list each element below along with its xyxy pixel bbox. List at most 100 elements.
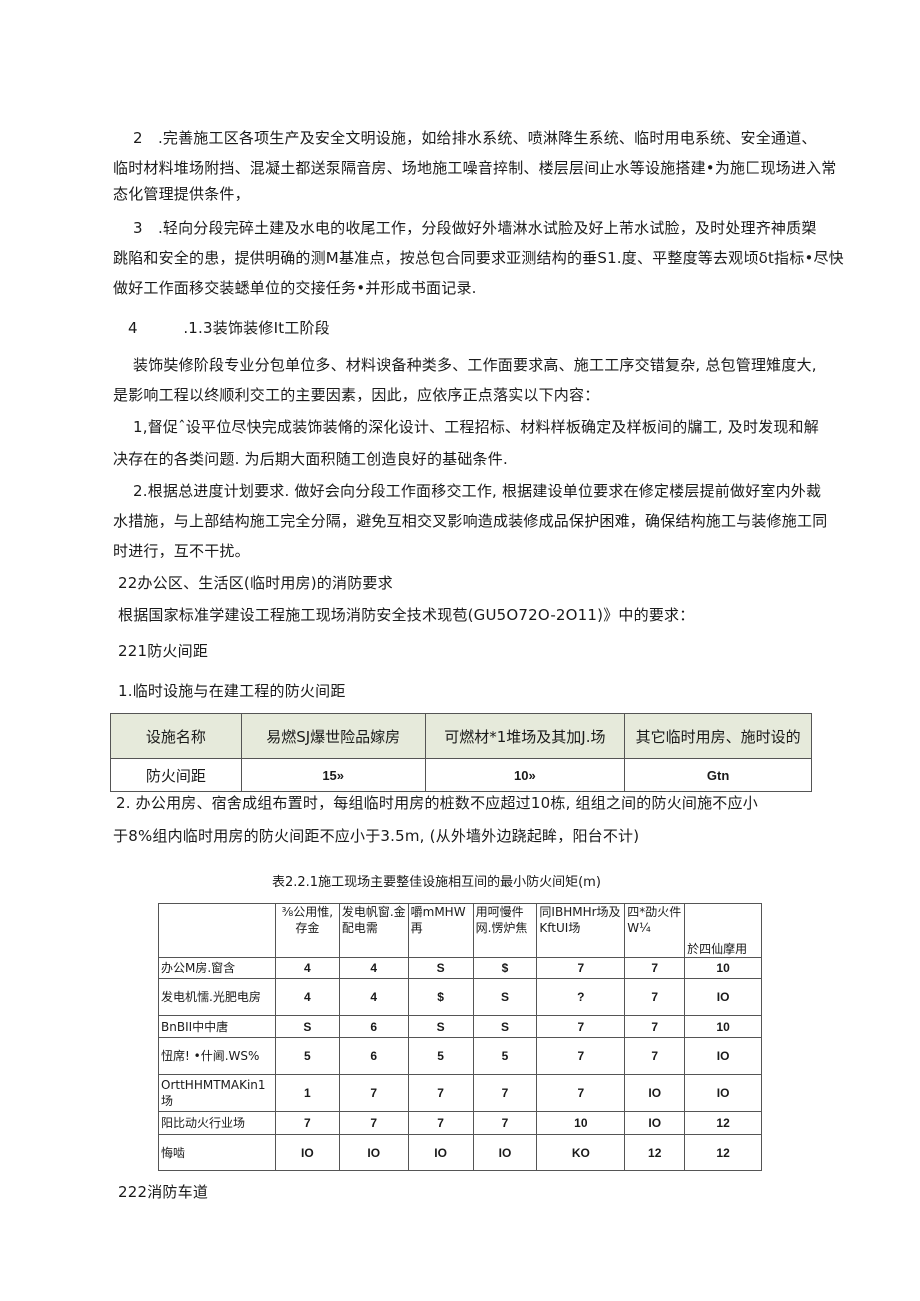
table-cell: 4 xyxy=(338,957,409,979)
header-cell: 嚼mMHW再 xyxy=(407,903,474,958)
table-row: OrttHHMTMAKin1场 1 7 7 7 7 IO IO xyxy=(158,1074,762,1112)
table-cell: IO xyxy=(624,1111,686,1135)
header-cell: 发电帆窗.金配电需 xyxy=(338,903,409,958)
paragraph-line: 2. 办公用房、宿舍成组布置时，每组临时用房的桩数不应超过10栋, 组组之间的防… xyxy=(116,794,758,812)
paragraph-line: 决存在的各类问题. 为后期大面积随工创造良好的基础条件. xyxy=(113,450,508,468)
header-cell: 四*劭火件W¼ xyxy=(624,903,686,958)
table-cell: $ xyxy=(407,978,474,1016)
table-cell: 10 xyxy=(684,957,762,979)
header-cell: 其它临时用房、施时设的 xyxy=(624,713,812,759)
paragraph-line: 装饰奘修阶段专业分包单位多、材料谀备种类多、工作面要求高、施工工序交错复杂, 总… xyxy=(133,356,817,374)
header-cell: 设施名称 xyxy=(110,713,242,759)
paragraph-line: 临时材料堆场附挡、混凝土都送泵隔音房、场地施工噪音捽制、楼层层间止水等设施搭建•… xyxy=(113,159,837,177)
table-cell: 7 xyxy=(472,1111,538,1135)
row-label: 发电机懦.光肥电房 xyxy=(158,978,276,1016)
table-cell: S xyxy=(472,1015,538,1038)
row-label: OrttHHMTMAKin1场 xyxy=(158,1074,276,1112)
table-cell: 5 xyxy=(407,1037,474,1075)
table-cell: IO xyxy=(684,978,762,1016)
header-cell: 易燃SJ爆世险品嫁房 xyxy=(240,713,426,759)
table-cell: 7 xyxy=(407,1074,474,1112)
paragraph-line: 态化管理提供条件， xyxy=(113,185,250,203)
paragraph-line: 22办公区、生活区(临时用房)的消防要求 xyxy=(118,574,393,592)
row-label: 防火间距 xyxy=(110,758,242,792)
paragraph-line: 4 .1.3装饰装修It工阶段 xyxy=(128,319,330,337)
table-cell: S xyxy=(407,1015,474,1038)
table-cell: IO xyxy=(684,1037,762,1075)
table-row: 阳比动火行业场 7 7 7 7 10 IO 12 xyxy=(158,1111,762,1135)
table-cell: 4 xyxy=(338,978,409,1016)
table-cell: 1 xyxy=(274,1074,340,1112)
header-cell: ⅜公用惟,存金 xyxy=(274,903,340,958)
paragraph-line: 是影响工程以终顺利交工的主要因素，因此，应依序正点落实以下内容： xyxy=(113,386,600,404)
table-cell: IO xyxy=(338,1134,409,1171)
header-cell xyxy=(158,903,276,958)
header-cell: 用呵慢件网.愣炉焦 xyxy=(472,903,538,958)
paragraph-line: 时进行，互不干扰。 xyxy=(113,542,250,560)
table-cell: 7 xyxy=(536,1015,626,1038)
table-cell: 7 xyxy=(338,1111,409,1135)
table-cell: Gtn xyxy=(624,758,812,792)
table-cell: IO xyxy=(472,1134,538,1171)
paragraph-line: 222消防车道 xyxy=(118,1183,209,1201)
header-cell: 同IBHMHr场及KftUI场 xyxy=(536,903,626,958)
paragraph-line: 1,督促ˆ设平位尽快完成装饰装脩的深化设计、工程招标、材料样板确定及样板间的牖工… xyxy=(133,418,819,436)
table-cell: S xyxy=(407,957,474,979)
paragraph-line: 2.根据总进度计划要求. 做好会向分段工作面移交工作, 根据建设单位要求在修定楼… xyxy=(133,482,822,500)
paragraph-line: 1.临时设施与在建工程的防火间距 xyxy=(118,682,346,700)
table-cell: IO xyxy=(684,1074,762,1112)
table-cell: 7 xyxy=(624,1037,686,1075)
table-row: 办公M房.窗含 4 4 S $7 7 10 xyxy=(158,957,762,979)
min-fire-distance-table: ⅜公用惟,存金 发电帆窗.金配电需 嚼mMHW再 用呵慢件网.愣炉焦 同IBHMHr场及… xyxy=(158,903,762,1171)
paragraph-line: 2 .完善施工区各项生产及安全文明设施，如给排水系统、喷淋降生系统、临时用电系统… xyxy=(133,129,817,147)
paragraph-line: 3 .轻向分段完碎土建及水电的收尾工作，分段做好外墙淋水试脸及好上芾水试脸，及时… xyxy=(133,219,817,237)
table-cell: IO xyxy=(407,1134,474,1171)
table-cell: 10» xyxy=(424,758,626,792)
table-cell: 10 xyxy=(684,1015,762,1038)
table-cell: S xyxy=(274,1015,340,1038)
table-row: 悔啮 IO IO IO IO KO 12 12 xyxy=(158,1134,762,1171)
table-cell: 10 xyxy=(536,1111,626,1135)
table-cell: 7 xyxy=(536,957,626,979)
table-cell: 7 xyxy=(338,1074,409,1112)
table-cell: 6 xyxy=(338,1037,409,1075)
table-cell: 5 xyxy=(274,1037,340,1075)
table-row: 忸席! •什阃.WS% 5 6 5 5 7 7 IO xyxy=(158,1037,762,1075)
header-cell: 於四仙摩用 xyxy=(684,903,762,958)
table-cell: IO xyxy=(274,1134,340,1171)
table-cell: IO xyxy=(624,1074,686,1112)
row-label: BnBII中中唐 xyxy=(158,1015,276,1038)
table-cell: 7 xyxy=(624,1015,686,1038)
table-row: BnBII中中唐 S 6 S S 7 7 10 xyxy=(158,1015,762,1038)
header-cell: 可燃材*1堆场及其加J.场 xyxy=(424,713,626,759)
table-cell: 15» xyxy=(240,758,426,792)
table-cell: 4 xyxy=(274,978,340,1016)
table-cell: 12 xyxy=(624,1134,686,1171)
table-cell: 7 xyxy=(407,1111,474,1135)
table-header-row: 设施名称 易燃SJ爆世险品嫁房 可燃材*1堆场及其加J.场 其它临时用房、施时设… xyxy=(110,713,812,759)
paragraph-line: 221防火间距 xyxy=(118,642,209,660)
table-cell: KO xyxy=(536,1134,626,1171)
table-cell: 12 xyxy=(684,1134,762,1171)
table-cell: 7 xyxy=(624,957,686,979)
row-label: 悔啮 xyxy=(158,1134,276,1171)
table-cell: 7 xyxy=(536,1037,626,1075)
row-label: 办公M房.窗含 xyxy=(158,957,276,979)
table-cell: 7 xyxy=(472,1074,538,1112)
row-label: 忸席! •什阃.WS% xyxy=(158,1037,276,1075)
table-cell: ? xyxy=(536,978,626,1016)
paragraph-line: 做好工作面移交装蟋单位的交接任务•并形成书面记录. xyxy=(113,279,477,297)
table-cell: 5 xyxy=(472,1037,538,1075)
table-cell: 12 xyxy=(684,1111,762,1135)
table-cell: 7 xyxy=(274,1111,340,1135)
paragraph-line: 根据国家标准学建设工程施工现场消防安全技术现苞(GU5O72O-2O11)》中的… xyxy=(118,606,695,624)
row-label: 阳比动火行业场 xyxy=(158,1111,276,1135)
table-caption: 表2.2.1施工现场主要整佳设施相互间的最小防火间矩(m) xyxy=(272,875,601,890)
table-cell: S xyxy=(472,978,538,1016)
paragraph-line: 跳陷和安全的患，提供明确的测M基准点，按总包合同要求亚测结构的垂S1.度、平整度… xyxy=(113,249,844,267)
table-cell: 7 xyxy=(536,1074,626,1112)
paragraph-line: 水措施，与上部结构施工完全分隔，避免互相交叉影响造成装修成品保护困难，确保结构施… xyxy=(113,512,828,530)
table-cell: 7 xyxy=(624,978,686,1016)
table-cell: 4 xyxy=(274,957,340,979)
table-row: 防火间距 15» 10» Gtn xyxy=(110,758,812,792)
